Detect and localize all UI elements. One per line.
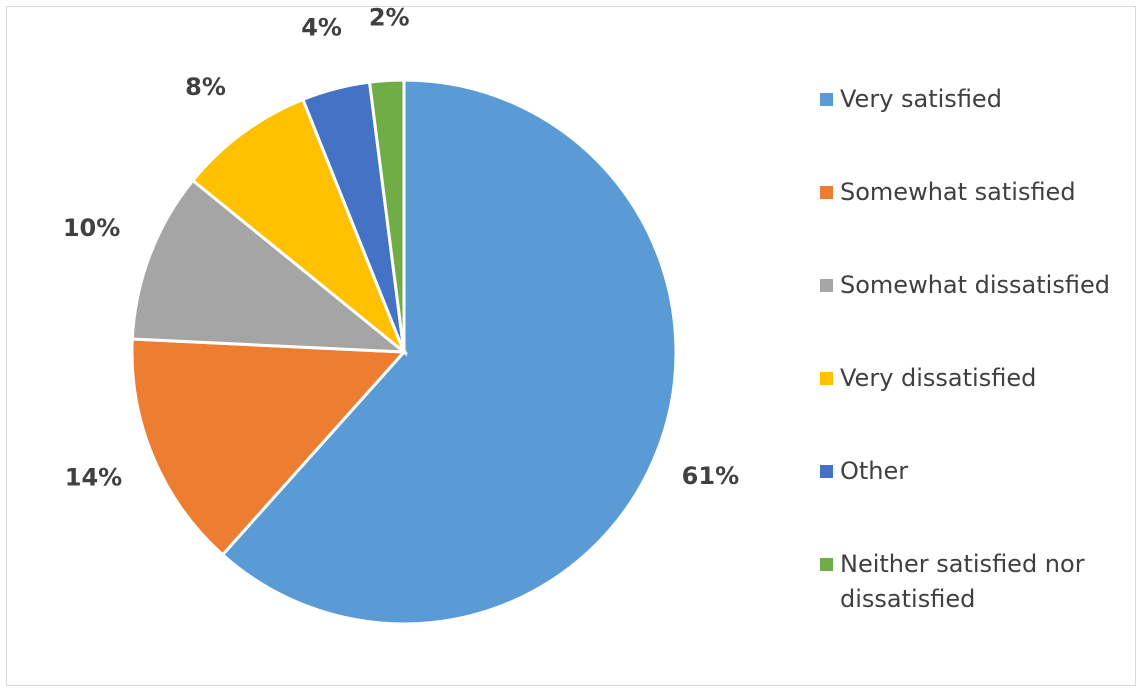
legend-item-very-dissatisfied: Very dissatisfied — [820, 361, 1130, 454]
legend-label: Very satisfied — [840, 85, 1002, 113]
legend-label: Very dissatisfied — [840, 364, 1037, 392]
pie-slice-somewhat-satisfied — [130, 337, 408, 557]
legend-label: Somewhat dissatisfied — [840, 271, 1110, 299]
data-label: 61% — [682, 462, 739, 490]
data-label: 14% — [65, 464, 122, 492]
pie-slice-very-dissatisfied — [190, 97, 408, 357]
data-label: 2% — [369, 4, 410, 32]
legend-swatch — [820, 558, 833, 571]
data-label: 4% — [301, 14, 342, 42]
legend-item-very-satisfied: Very satisfied — [820, 82, 1130, 175]
legend-item-neither: Neither satisfied nor dissatisfied — [820, 547, 1110, 617]
legend-label: Other — [840, 457, 909, 485]
legend-item-other: Other — [820, 454, 1130, 547]
pie-slice-somewhat-dissatisfied — [130, 178, 409, 354]
legend-swatch — [820, 279, 833, 292]
legend-swatch — [820, 186, 833, 199]
legend-item-somewhat-dissatisfied: Somewhat dissatisfied — [820, 268, 1130, 361]
legend: Very satisfied Somewhat satisfied Somewh… — [820, 82, 1130, 617]
legend-swatch — [820, 465, 833, 478]
legend-item-somewhat-satisfied: Somewhat satisfied — [820, 175, 1130, 268]
pie-slice-neither-satisfied-nor-dissatisfied — [367, 78, 406, 353]
data-label: 8% — [185, 73, 226, 101]
legend-swatch — [820, 372, 833, 385]
data-label: 10% — [63, 214, 120, 242]
pie-slice-very-satisfied — [220, 78, 678, 626]
legend-label: Neither satisfied nor dissatisfied — [840, 550, 1085, 613]
legend-label: Somewhat satisfied — [840, 178, 1076, 206]
legend-swatch — [820, 93, 833, 106]
